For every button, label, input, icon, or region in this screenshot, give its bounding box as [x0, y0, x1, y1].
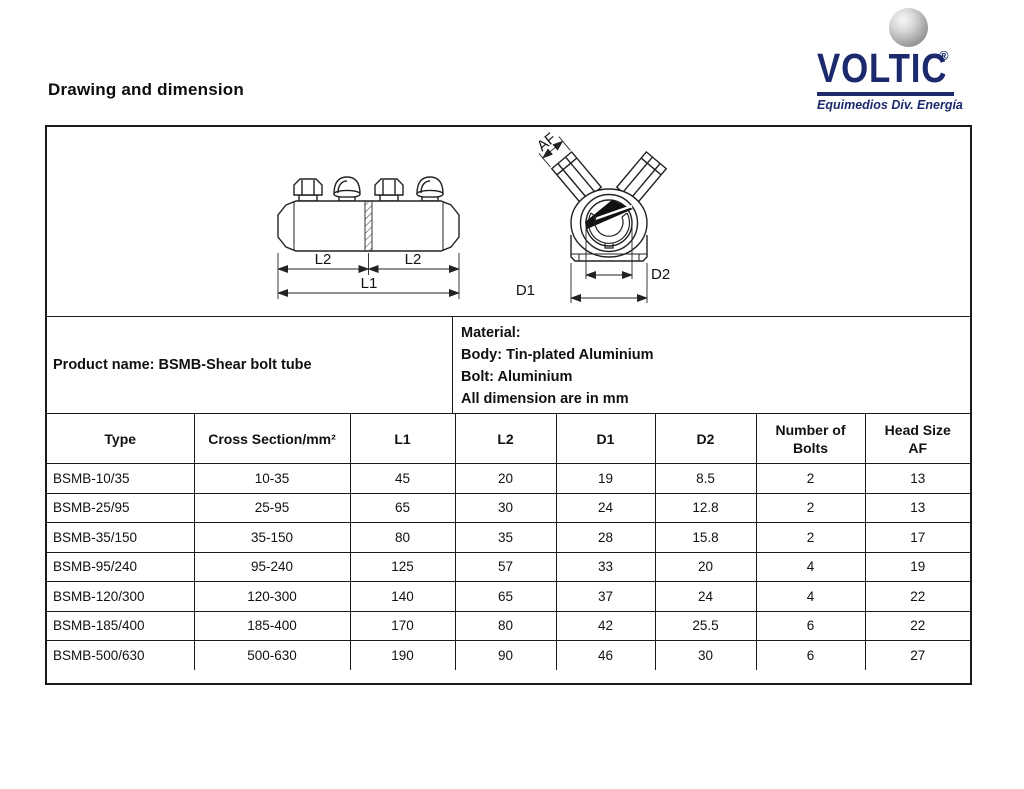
cell-d1: 24	[555, 492, 656, 523]
cell-type: BSMB-35/150	[47, 522, 195, 553]
cell-d1: 42	[555, 610, 656, 641]
table-row: BSMB-10/35 10-35 45 20 19 8.5 2 13	[47, 463, 970, 494]
cell-type: BSMB-185/400	[47, 610, 195, 641]
cell-l1: 125	[349, 551, 456, 582]
cell-af: 27	[864, 640, 970, 670]
cell-cross-section: 95-240	[193, 551, 351, 582]
cell-af: 17	[864, 522, 970, 553]
cell-bolts: 2	[755, 463, 866, 494]
logo-sphere-icon	[889, 8, 928, 47]
table-row: BSMB-35/150 35-150 80 35 28 15.8 2 17	[47, 522, 970, 553]
column-header-head-size-af: Head Size AF	[864, 413, 970, 464]
cell-af: 19	[864, 551, 970, 582]
cell-l1: 80	[349, 522, 456, 553]
cell-type: BSMB-10/35	[47, 463, 195, 494]
cell-l1: 170	[349, 610, 456, 641]
table-row: BSMB-185/400 185-400 170 80 42 25.5 6 22	[47, 610, 970, 641]
dim-label-af: AF	[534, 130, 560, 155]
drawing-sheet: L2 L2 L1	[45, 125, 972, 685]
cell-l2: 30	[454, 492, 557, 523]
material-line: Body: Tin-plated Aluminium	[461, 347, 654, 363]
dim-label-d1: D1	[516, 282, 535, 299]
cell-type: BSMB-25/95	[47, 492, 195, 523]
cell-l2: 65	[454, 581, 557, 612]
material-line: All dimension are in mm	[461, 391, 629, 407]
material-info: Material: Body: Tin-plated Aluminium Bol…	[452, 317, 970, 413]
column-header-l2: L2	[454, 413, 557, 464]
cell-d2: 8.5	[654, 463, 757, 494]
cell-af: 13	[864, 463, 970, 494]
column-header-d1: D1	[555, 413, 656, 464]
cell-cross-section: 35-150	[193, 522, 351, 553]
logo-brand-text: VOLTIC	[817, 45, 948, 91]
cell-d2: 30	[654, 640, 757, 670]
material-line: Material:	[461, 325, 521, 341]
table-header-row: Type Cross Section/mm² L1 L2 D1 D2 Numbe…	[47, 413, 970, 464]
cell-bolts: 2	[755, 522, 866, 553]
cell-d2: 15.8	[654, 522, 757, 553]
technical-drawing: L2 L2 L1	[277, 130, 670, 303]
logo-divider	[817, 92, 954, 96]
cell-af: 13	[864, 492, 970, 523]
cell-d1: 28	[555, 522, 656, 553]
cell-bolts: 4	[755, 581, 866, 612]
dimension-table: Type Cross Section/mm² L1 L2 D1 D2 Numbe…	[47, 413, 970, 670]
column-header-l1: L1	[349, 413, 456, 464]
cell-l2: 57	[454, 551, 557, 582]
cell-cross-section: 500-630	[193, 640, 351, 670]
dim-label-l2-left: L2	[315, 251, 332, 268]
drawing-area: L2 L2 L1	[47, 127, 970, 316]
table-row: BSMB-500/630 500-630 190 90 46 30 6 27	[47, 640, 970, 670]
cell-bolts: 2	[755, 492, 866, 523]
column-header-type: Type	[47, 413, 195, 464]
cell-cross-section: 10-35	[193, 463, 351, 494]
cell-d1: 19	[555, 463, 656, 494]
side-view-drawing: L2 L2 L1	[277, 176, 460, 299]
voltic-logo: ® VOLTIC Equimedios Div. Energía	[815, 8, 965, 112]
front-view-drawing: AF	[516, 130, 670, 303]
cell-bolts: 6	[755, 610, 866, 641]
cell-cross-section: 185-400	[193, 610, 351, 641]
cell-d1: 37	[555, 581, 656, 612]
registered-trademark-icon: ®	[939, 48, 949, 63]
cell-d2: 25.5	[654, 610, 757, 641]
dim-label-d2: D2	[651, 266, 670, 283]
cell-d2: 12.8	[654, 492, 757, 523]
cell-af: 22	[864, 610, 970, 641]
cell-cross-section: 25-95	[193, 492, 351, 523]
cell-type: BSMB-95/240	[47, 551, 195, 582]
table-row: BSMB-95/240 95-240 125 57 33 20 4 19	[47, 551, 970, 582]
dim-label-l2-right: L2	[405, 251, 422, 268]
material-line: Bolt: Aluminium	[461, 369, 573, 385]
cell-l2: 20	[454, 463, 557, 494]
cell-d2: 20	[654, 551, 757, 582]
cell-bolts: 4	[755, 551, 866, 582]
cell-d1: 46	[555, 640, 656, 670]
column-header-cross-section: Cross Section/mm²	[193, 413, 351, 464]
cell-l1: 45	[349, 463, 456, 494]
cell-d1: 33	[555, 551, 656, 582]
column-header-d2: D2	[654, 413, 757, 464]
cell-l2: 90	[454, 640, 557, 670]
cell-type: BSMB-120/300	[47, 581, 195, 612]
cell-cross-section: 120-300	[193, 581, 351, 612]
cell-l2: 80	[454, 610, 557, 641]
dim-label-l1: L1	[361, 275, 378, 292]
column-header-number-of-bolts: Number of Bolts	[755, 413, 866, 464]
table-row: BSMB-120/300 120-300 140 65 37 24 4 22	[47, 581, 970, 612]
cell-l1: 140	[349, 581, 456, 612]
product-name: Product name: BSMB-Shear bolt tube	[53, 357, 312, 373]
logo-tagline: Equimedios Div. Energía	[817, 97, 963, 112]
cell-l1: 190	[349, 640, 456, 670]
table-row: BSMB-25/95 25-95 65 30 24 12.8 2 13	[47, 492, 970, 523]
cell-l2: 35	[454, 522, 557, 553]
product-info-row: Product name: BSMB-Shear bolt tube Mater…	[47, 316, 970, 413]
cell-d2: 24	[654, 581, 757, 612]
cell-bolts: 6	[755, 640, 866, 670]
cell-type: BSMB-500/630	[47, 640, 195, 670]
page-title: Drawing and dimension	[48, 80, 244, 99]
cell-l1: 65	[349, 492, 456, 523]
cell-af: 22	[864, 581, 970, 612]
